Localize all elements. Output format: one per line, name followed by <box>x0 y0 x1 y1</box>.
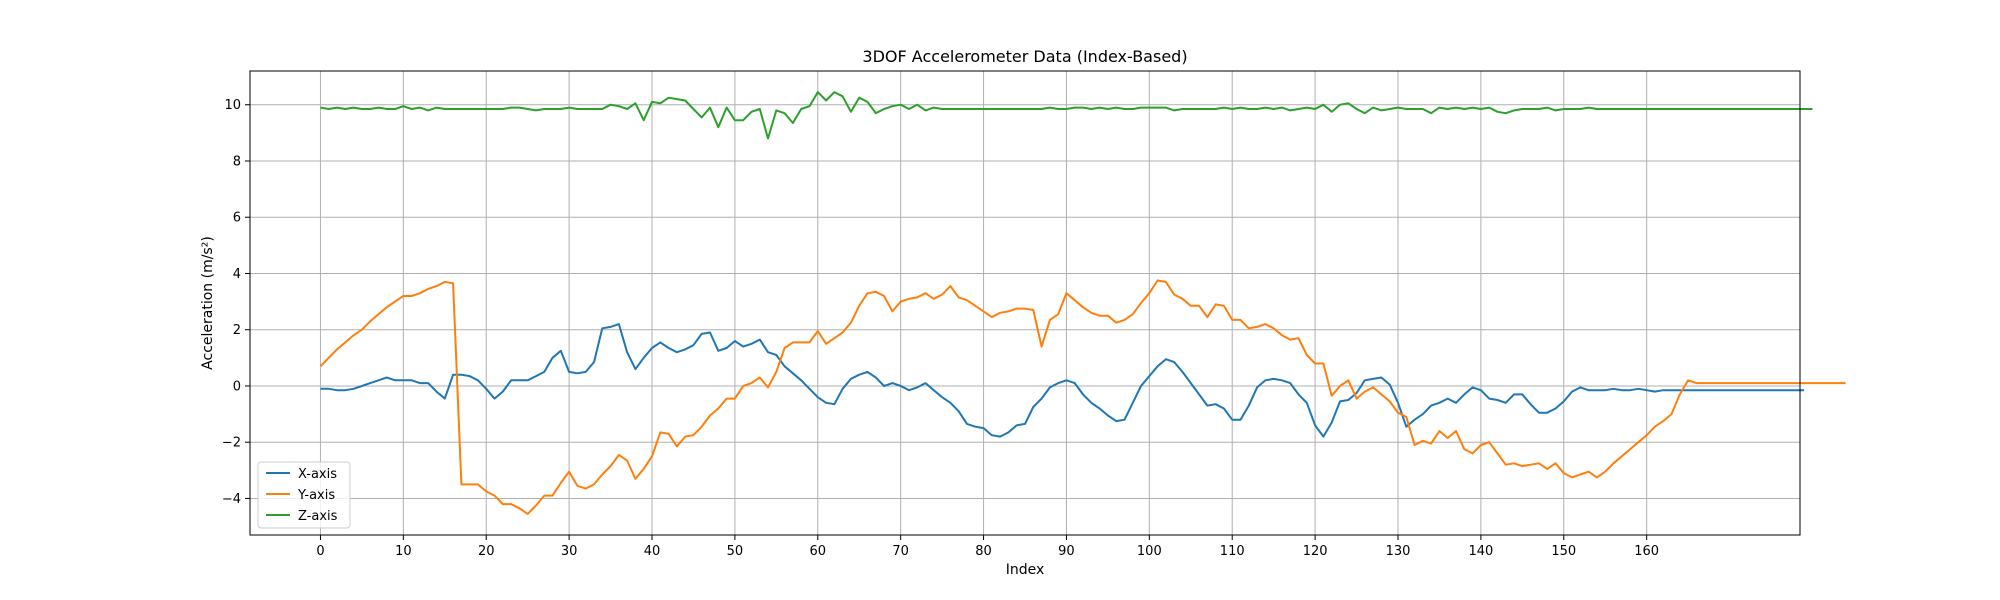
x-tick-label: 100 <box>1137 544 1162 559</box>
x-tick-label: 120 <box>1303 544 1328 559</box>
x-tick-label: 20 <box>478 544 495 559</box>
x-tick-label: 40 <box>644 544 661 559</box>
y-tick-label: 2 <box>233 323 241 338</box>
x-tick-label: 160 <box>1634 544 1659 559</box>
x-tick-label: 150 <box>1551 544 1576 559</box>
series-line-x-axis <box>320 323 1805 438</box>
x-tick-label: 130 <box>1386 544 1411 559</box>
x-tick-label: 0 <box>316 544 324 559</box>
x-tick-label: 30 <box>561 544 578 559</box>
x-tick-label: 110 <box>1220 544 1245 559</box>
x-tick-label: 50 <box>727 544 744 559</box>
legend-label-y-axis: Y-axis <box>297 488 335 503</box>
x-tick-label: 70 <box>892 544 909 559</box>
x-tick-label: 80 <box>975 544 992 559</box>
legend-label-z-axis: Z-axis <box>298 509 338 524</box>
series-lines <box>319 91 1846 515</box>
grid-lines <box>250 71 1800 535</box>
legend: X-axis Y-axis Z-axis <box>257 461 351 529</box>
x-tick-label: 10 <box>395 544 412 559</box>
series-line-z-axis <box>320 91 1813 140</box>
chart-title: 3DOF Accelerometer Data (Index-Based) <box>862 47 1187 66</box>
y-tick-label: 8 <box>233 154 241 169</box>
x-tick-label: 60 <box>810 544 827 559</box>
y-tick-label: 10 <box>224 98 241 113</box>
y-tick-label: −4 <box>222 492 241 507</box>
x-axis-label: Index <box>1006 562 1045 578</box>
y-tick-label: 4 <box>233 267 241 282</box>
y-axis-label: Acceleration (m/s²) <box>200 236 216 370</box>
y-tick-label: 6 <box>233 211 241 226</box>
y-tick-label: −2 <box>222 436 241 451</box>
series-line-y-axis <box>319 279 1846 515</box>
plot-frame <box>249 70 1801 536</box>
legend-label-x-axis: X-axis <box>298 467 337 482</box>
legend-box <box>257 461 351 529</box>
x-tick-label: 140 <box>1468 544 1493 559</box>
axis-ticks: 0 10 20 30 40 50 60 70 80 90 100 110 120 130 140 150 160… <box>222 98 1659 559</box>
y-tick-label: 0 <box>233 379 241 394</box>
x-tick-label: 90 <box>1058 544 1075 559</box>
